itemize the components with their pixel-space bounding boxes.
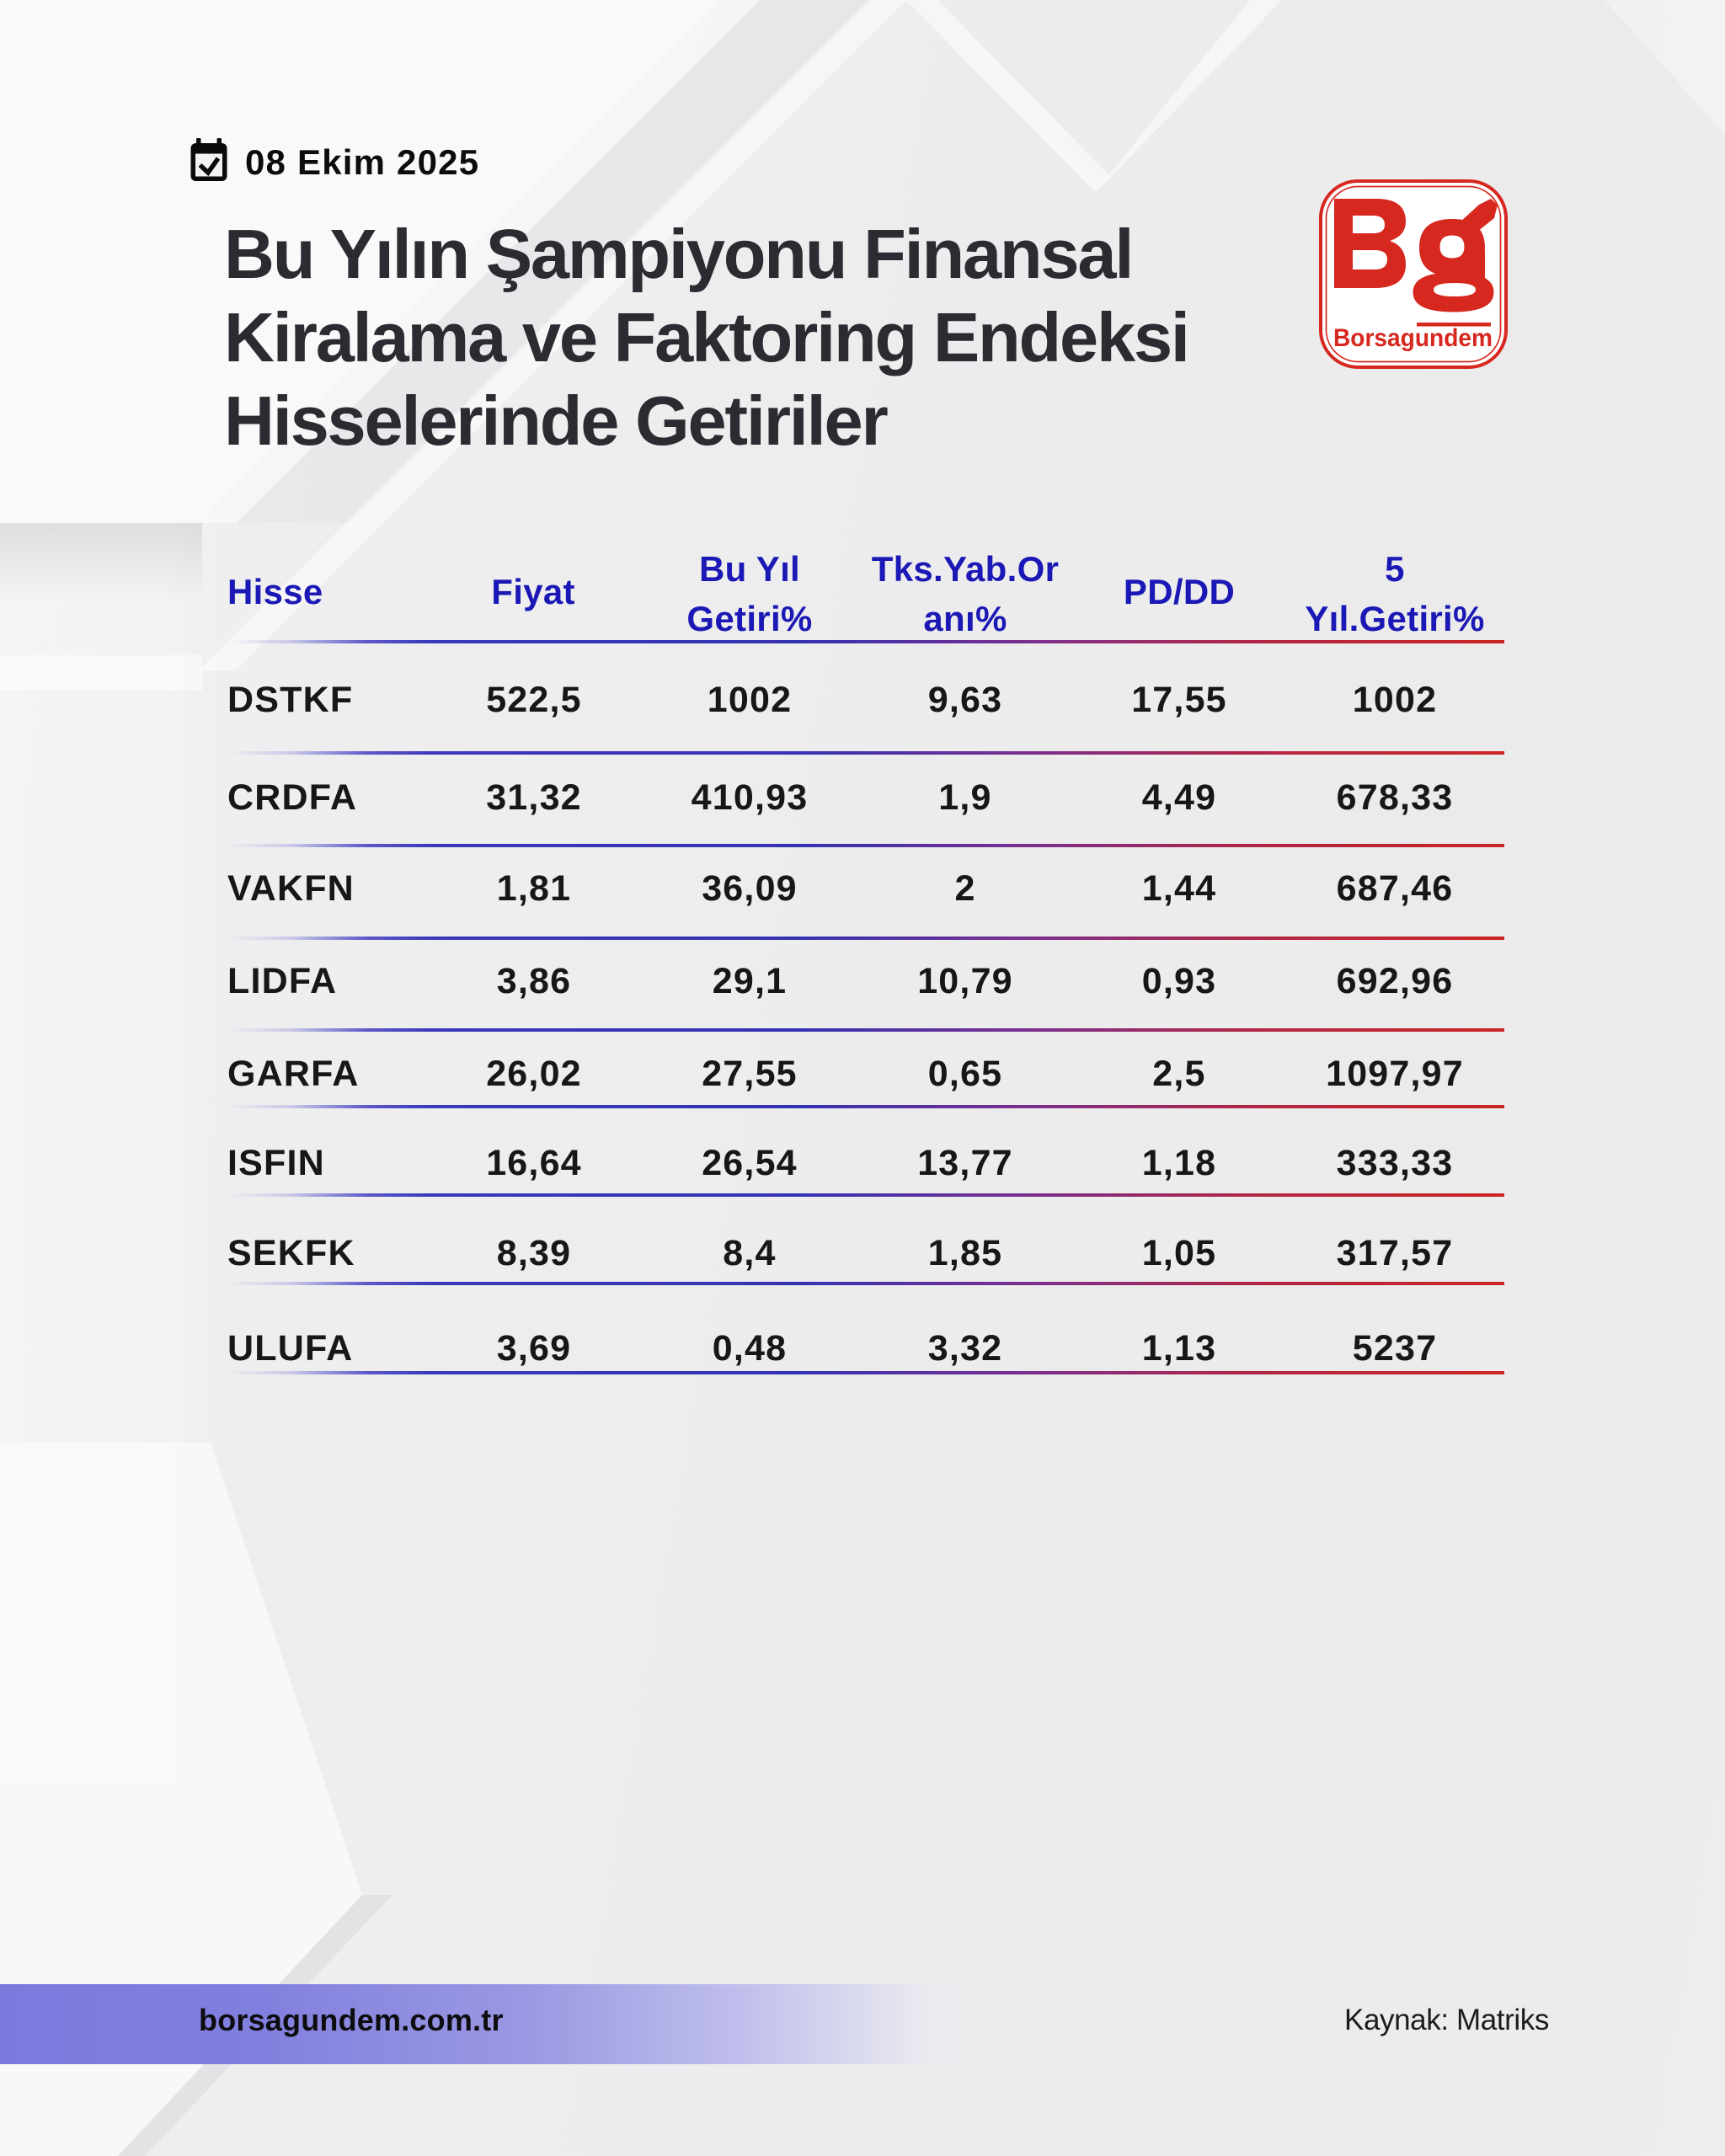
svg-text:Borsagundem: Borsagundem [1333, 324, 1493, 352]
